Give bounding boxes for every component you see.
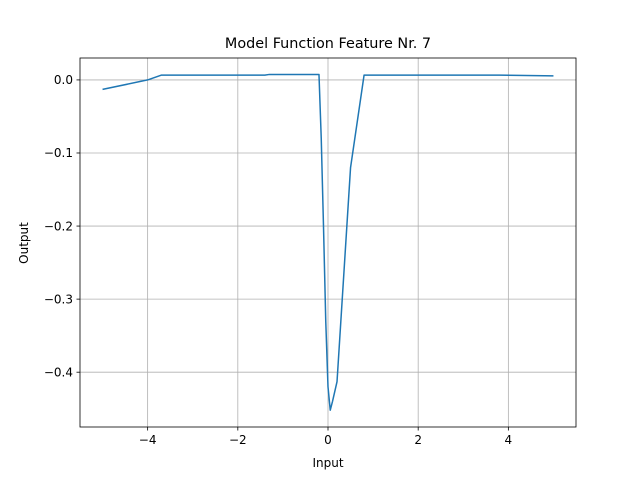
x-tick-label: 0 [324,433,332,447]
grid [80,58,576,427]
y-axis-label: Output [17,222,31,264]
x-axis-label: Input [312,456,343,470]
y-tick-label: −0.3 [44,292,73,306]
x-tick-label: −2 [229,433,247,447]
x-tick-label: 4 [505,433,513,447]
chart-title: Model Function Feature Nr. 7 [225,36,431,52]
x-axis-ticks: −4 −2 0 2 4 [139,427,512,447]
y-tick-label: −0.1 [44,146,73,160]
y-axis-ticks: 0.0 −0.1 −0.2 −0.3 −0.4 [44,73,80,379]
y-tick-label: −0.2 [44,219,73,233]
y-tick-label: −0.4 [44,365,73,379]
x-tick-label: −4 [139,433,157,447]
series-layer [102,73,554,411]
y-tick-label: 0.0 [54,73,73,87]
x-tick-label: 2 [414,433,422,447]
series-line [102,73,554,411]
